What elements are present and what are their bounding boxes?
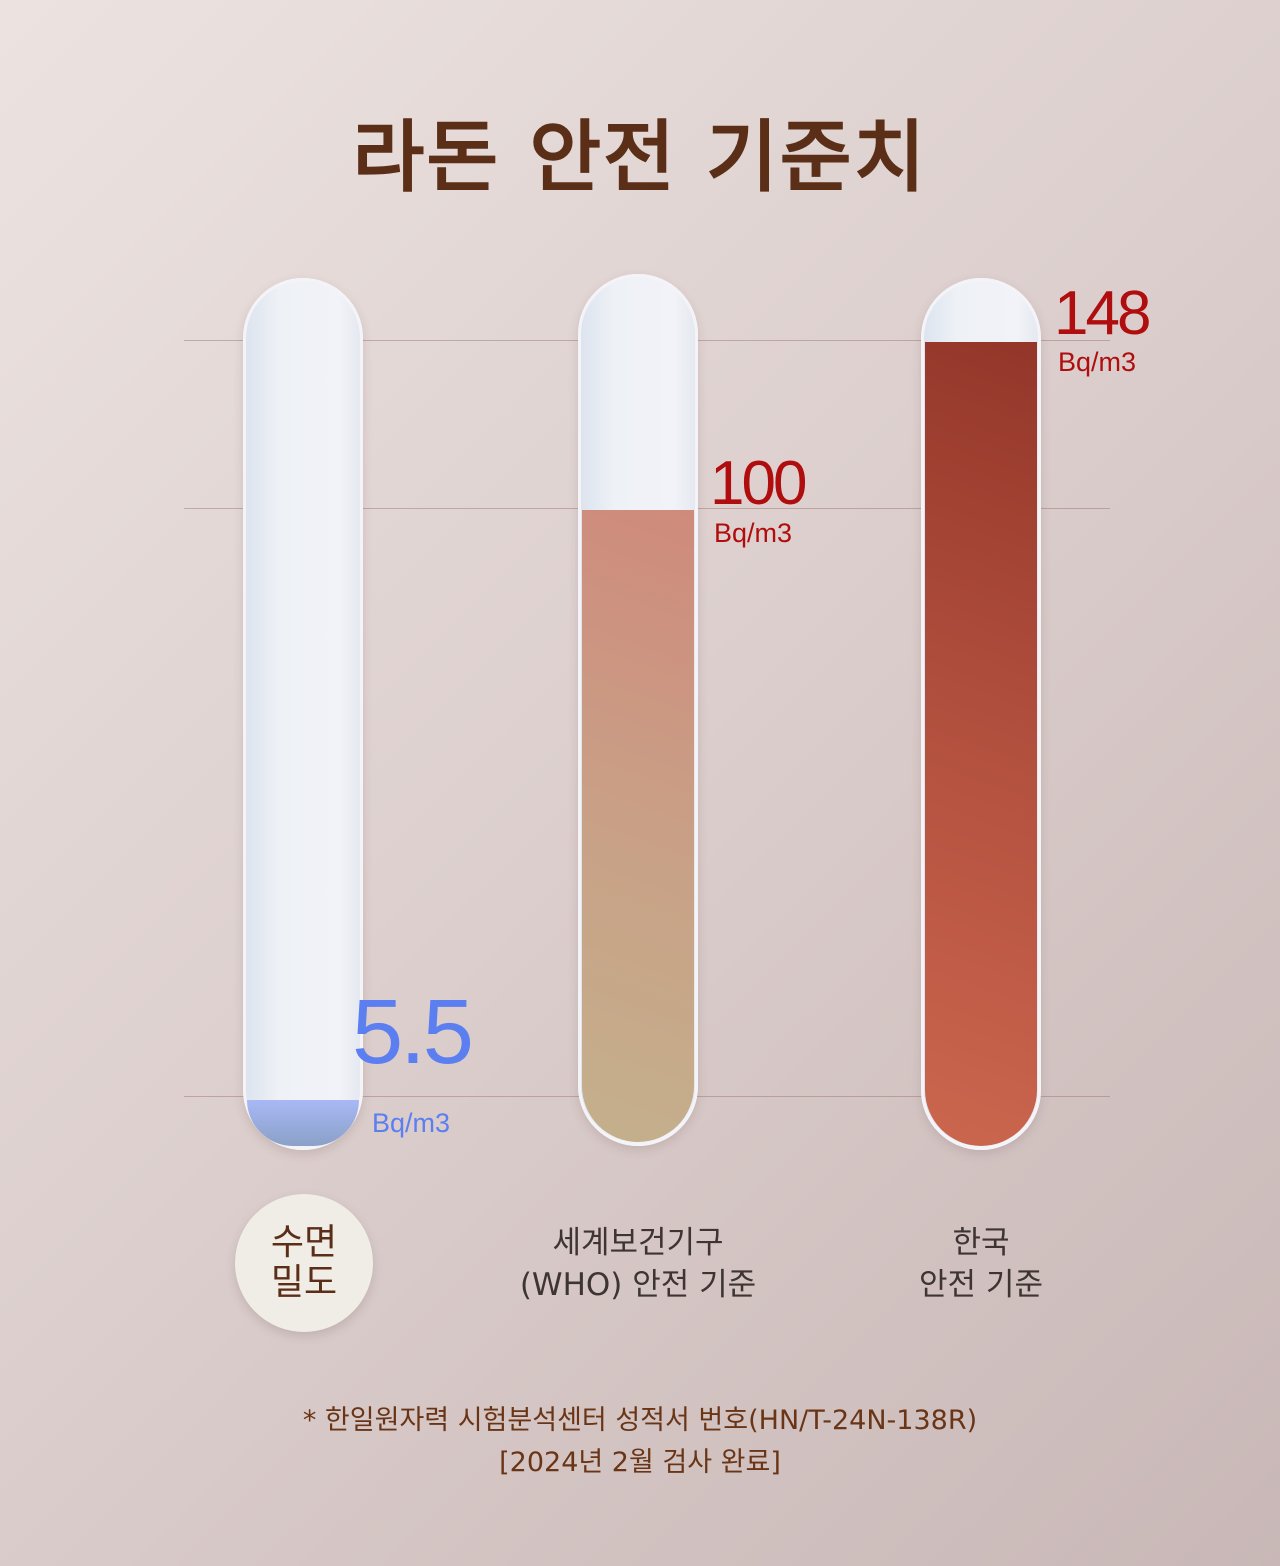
footnote: * 한일원자력 시험분석센터 성적서 번호(HN/T-24N-138R) [20… [0,1400,1280,1484]
brand-logo-line1: 수면 [270,1222,338,1263]
tube-brand [243,278,363,1150]
bar-who [582,510,694,1142]
value-label-brand: 5.5 [352,981,474,1083]
brand-logo-line2: 밀도 [270,1262,338,1303]
value-label-korea: 148 [1054,279,1151,348]
footnote-line2: [2024년 2월 검사 완료] [499,1447,781,1478]
category-label-who: 세계보건기구 (WHO) 안전 기준 [478,1222,798,1306]
unit-label-who: Bq/m3 [714,518,793,548]
bar-brand [247,1100,359,1146]
korea-label-line1: 한국 [952,1225,1010,1261]
korea-label-line2: 안전 기준 [919,1267,1043,1303]
page-title: 라돈 안전 기준치 [352,113,928,203]
tube-korea [921,278,1041,1150]
who-label-line1: 세계보건기구 [552,1225,724,1261]
tube-who [578,274,698,1146]
bar-korea [925,342,1037,1146]
category-label-korea: 한국 안전 기준 [831,1222,1131,1306]
unit-label-brand: Bq/m3 [372,1108,451,1138]
brand-logo: 수면 밀도 [235,1194,373,1332]
unit-label-korea: Bq/m3 [1058,347,1137,377]
who-label-line2: (WHO) 안전 기준 [519,1267,757,1303]
footnote-line1: * 한일원자력 시험분석센터 성적서 번호(HN/T-24N-138R) [302,1405,978,1436]
value-label-who: 100 [710,449,807,518]
